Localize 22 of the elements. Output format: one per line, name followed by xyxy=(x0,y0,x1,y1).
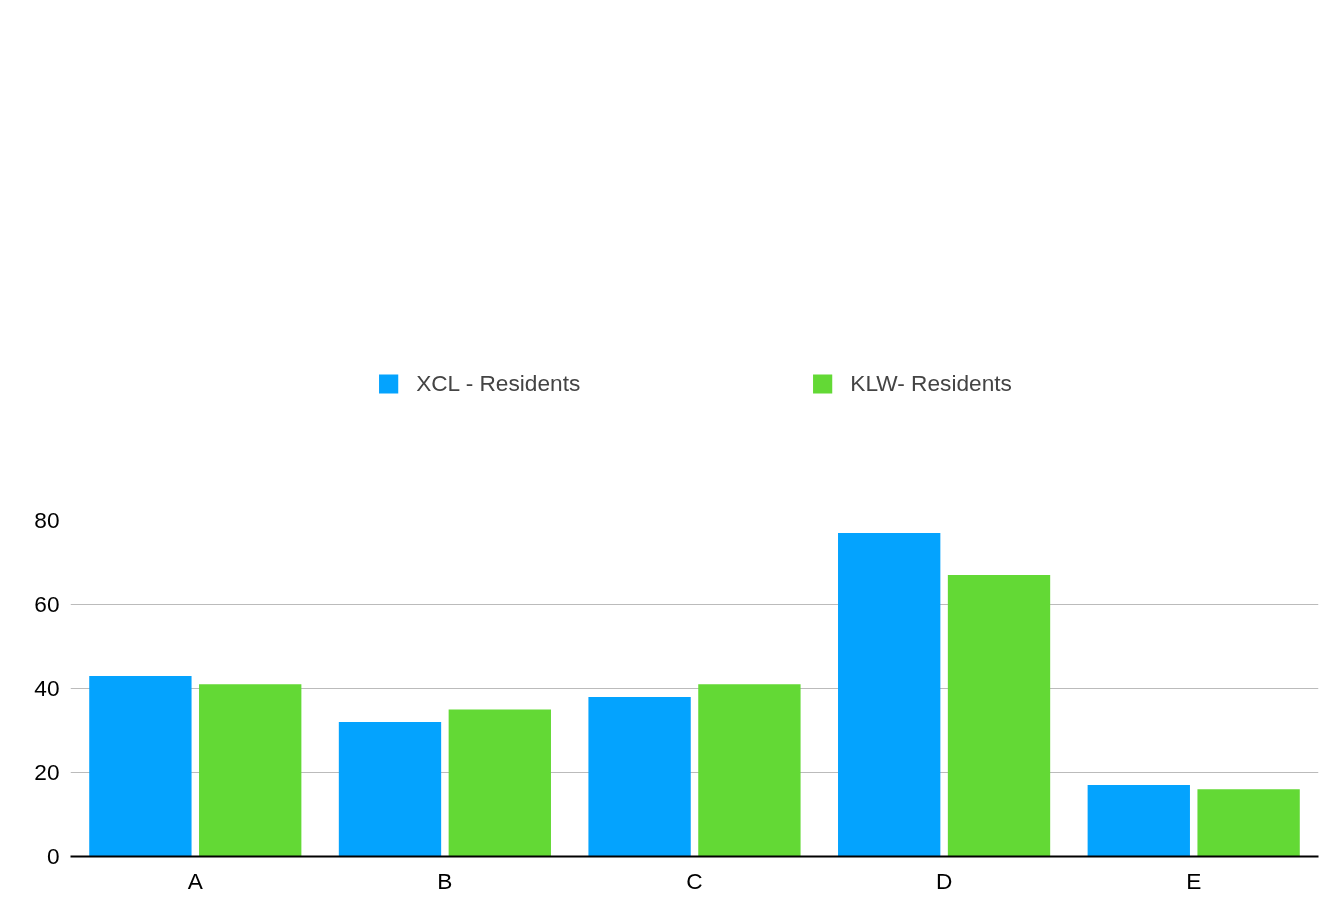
bar xyxy=(89,675,192,857)
bar xyxy=(199,684,302,857)
x-tick-label: B xyxy=(437,867,453,894)
y-tick-label: 60 xyxy=(34,591,60,617)
y-tick-label: 0 xyxy=(46,843,60,869)
y-tick-label: 40 xyxy=(34,675,60,701)
legend-label: KLW- Residents xyxy=(850,369,1012,397)
y-tick-label: 20 xyxy=(34,759,60,785)
bar xyxy=(698,684,801,857)
x-tick-label: D xyxy=(935,867,953,894)
bar xyxy=(588,696,691,857)
x-tick-label: A xyxy=(187,867,204,894)
x-tick-label: C xyxy=(686,867,703,894)
bar xyxy=(1197,789,1300,857)
bar xyxy=(338,722,442,857)
bar xyxy=(947,575,1051,857)
bar xyxy=(1087,785,1190,857)
y-tick-label: 80 xyxy=(34,507,60,533)
bar xyxy=(448,709,551,857)
bar xyxy=(838,533,941,857)
x-tick-label: E xyxy=(1186,867,1202,894)
legend-label: XCL - Residents xyxy=(416,369,581,397)
